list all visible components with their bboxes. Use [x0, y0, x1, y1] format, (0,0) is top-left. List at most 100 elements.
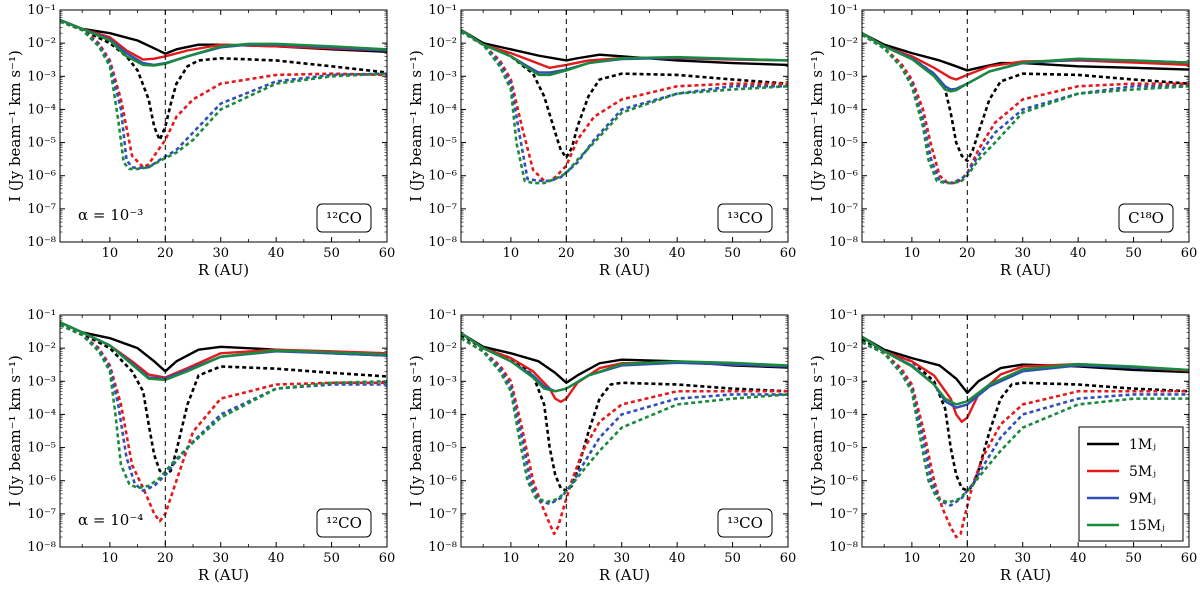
- x-tick-label: 20: [959, 246, 976, 261]
- x-tick-label: 50: [1125, 246, 1142, 261]
- panel-frame: [59, 9, 388, 243]
- x-tick-label: 20: [959, 551, 976, 566]
- y-axis-label: I (Jy beam⁻¹ km s⁻¹): [6, 355, 24, 507]
- series-line-solid-5MJ: [461, 332, 788, 404]
- x-axis-label: R (AU): [599, 566, 650, 584]
- y-tick-label: 10⁻⁷: [27, 507, 56, 522]
- x-tick-label: 40: [1070, 551, 1087, 566]
- y-tick-label: 10⁻⁸: [428, 540, 457, 555]
- series-line-dashed-15MJ: [461, 30, 788, 185]
- x-tick-label: 60: [1181, 246, 1198, 261]
- y-tick-label: 10⁻⁷: [27, 202, 56, 217]
- series-line-solid-9MJ: [862, 335, 1189, 409]
- y-tick-label: 10⁻¹: [27, 3, 56, 18]
- panel-frame: [460, 314, 789, 548]
- series-line-solid-5MJ: [60, 321, 387, 379]
- x-tick-label: 50: [724, 246, 741, 261]
- series-group: [461, 332, 788, 536]
- species-box: [316, 203, 372, 233]
- x-tick-label: 20: [157, 246, 174, 261]
- y-axis-label: I (Jy beam⁻¹ km s⁻¹): [808, 50, 826, 202]
- y-tick-label: 10⁻⁴: [428, 102, 457, 117]
- y-tick-label: 10⁻²: [829, 341, 858, 356]
- panel-bottom-2: 10 20 30 40 50 60 10⁻⁸ 10⁻⁷ 10⁻⁶ 10⁻⁵ 10⁻⁴ 10⁻³ 10⁻²…: [407, 308, 796, 584]
- x-tick-label: 30: [613, 246, 630, 261]
- legend-label: 9Mⱼ: [1129, 491, 1156, 507]
- series-line-dashed-15MJ: [60, 20, 387, 171]
- legend-label: 5Mⱼ: [1129, 464, 1156, 480]
- x-tick-label: 40: [669, 246, 686, 261]
- x-tick-label: 40: [1070, 246, 1087, 261]
- y-tick-label: 10⁻²: [829, 36, 858, 51]
- series-line-dashed-5MJ: [60, 20, 387, 169]
- series-line-solid-5MJ: [60, 18, 387, 61]
- species-label: ¹²CO: [326, 209, 362, 227]
- y-tick-label: 10⁻⁵: [829, 136, 858, 151]
- legend-frame: [1078, 426, 1184, 542]
- y-tick-label: 10⁻⁵: [428, 136, 457, 151]
- y-tick-label: 10⁻⁴: [27, 102, 56, 117]
- x-tick-label: 50: [1125, 551, 1142, 566]
- panel-top-3: 10 20 30 40 50 60 10⁻⁸ 10⁻⁷ 10⁻⁶ 10⁻⁵ 10⁻⁴ 10⁻³ 10⁻²…: [808, 3, 1197, 279]
- x-tick-label: 60: [379, 246, 396, 261]
- x-tick-label: 40: [268, 551, 285, 566]
- y-tick-label: 10⁻⁸: [27, 540, 56, 555]
- y-tick-label: 10⁻³: [829, 374, 858, 389]
- y-tick-label: 10⁻⁶: [829, 474, 858, 489]
- y-tick-label: 10⁻⁶: [27, 169, 56, 184]
- y-tick-label: 10⁻¹: [829, 308, 858, 323]
- y-tick-label: 10⁻¹: [428, 308, 457, 323]
- y-tick-label: 10⁻⁶: [428, 474, 457, 489]
- y-tick-label: 10⁻⁸: [27, 235, 56, 250]
- panel-top-2: 10 20 30 40 50 60 10⁻⁸ 10⁻⁷ 10⁻⁶ 10⁻⁵ 10⁻⁴ 10⁻³ 10⁻²…: [407, 3, 796, 279]
- y-tick-label: 10⁻³: [27, 374, 56, 389]
- series-line-solid-15MJ: [461, 28, 788, 77]
- y-axis-label: I (Jy beam⁻¹ km s⁻¹): [6, 50, 24, 202]
- y-tick-label: 10⁻²: [27, 36, 56, 51]
- y-tick-label: 10⁻⁶: [428, 169, 457, 184]
- y-tick-label: 10⁻⁷: [428, 507, 457, 522]
- x-axis-label: R (AU): [198, 566, 249, 584]
- y-tick-label: 10⁻³: [428, 374, 457, 389]
- x-axis-label: R (AU): [1000, 261, 1051, 279]
- y-tick-label: 10⁻¹: [428, 3, 457, 18]
- y-tick-label: 10⁻¹: [829, 3, 858, 18]
- series-line-solid-1MJ: [862, 32, 1189, 72]
- x-tick-label: 30: [1014, 551, 1031, 566]
- series-line-dashed-15MJ: [60, 323, 387, 490]
- x-tick-label: 50: [323, 246, 340, 261]
- panel-top-1: 10 20 30 40 50 60 10⁻⁸ 10⁻⁷ 10⁻⁶ 10⁻⁵ 10⁻⁴ 10⁻³ 10⁻²…: [6, 3, 395, 279]
- series-line-dashed-5MJ: [862, 33, 1189, 185]
- y-tick-label: 10⁻²: [428, 36, 457, 51]
- x-tick-label: 20: [558, 551, 575, 566]
- y-tick-label: 10⁻⁴: [27, 407, 56, 422]
- y-tick-label: 10⁻⁶: [829, 169, 858, 184]
- species-box: [717, 508, 773, 538]
- x-axis-label: R (AU): [599, 261, 650, 279]
- y-tick-label: 10⁻⁷: [829, 507, 858, 522]
- y-tick-label: 10⁻³: [428, 69, 457, 84]
- legend: 1Mⱼ 5Mⱼ 9Mⱼ 15Mⱼ: [1078, 426, 1184, 542]
- series-group: [862, 32, 1189, 185]
- y-tick-label: 10⁻⁸: [428, 235, 457, 250]
- series-line-dashed-5MJ: [862, 341, 1189, 539]
- species-label: ¹³CO: [727, 209, 763, 227]
- series-line-dashed-1MJ: [862, 338, 1189, 492]
- series-line-solid-1MJ: [461, 28, 788, 67]
- x-tick-label: 40: [268, 246, 285, 261]
- y-tick-label: 10⁻⁴: [829, 102, 858, 117]
- series-group: [862, 335, 1189, 539]
- y-tick-label: 10⁻²: [428, 341, 457, 356]
- y-tick-label: 10⁻⁵: [829, 441, 858, 456]
- x-tick-label: 10: [102, 246, 119, 261]
- series-line-dashed-9MJ: [60, 323, 387, 492]
- x-tick-label: 60: [1181, 551, 1198, 566]
- species-box: [717, 203, 773, 233]
- species-box: [316, 508, 372, 538]
- panel-frame: [861, 9, 1190, 243]
- x-tick-label: 20: [558, 246, 575, 261]
- y-tick-label: 10⁻⁶: [27, 474, 56, 489]
- series-line-solid-15MJ: [862, 335, 1189, 406]
- x-tick-label: 40: [669, 551, 686, 566]
